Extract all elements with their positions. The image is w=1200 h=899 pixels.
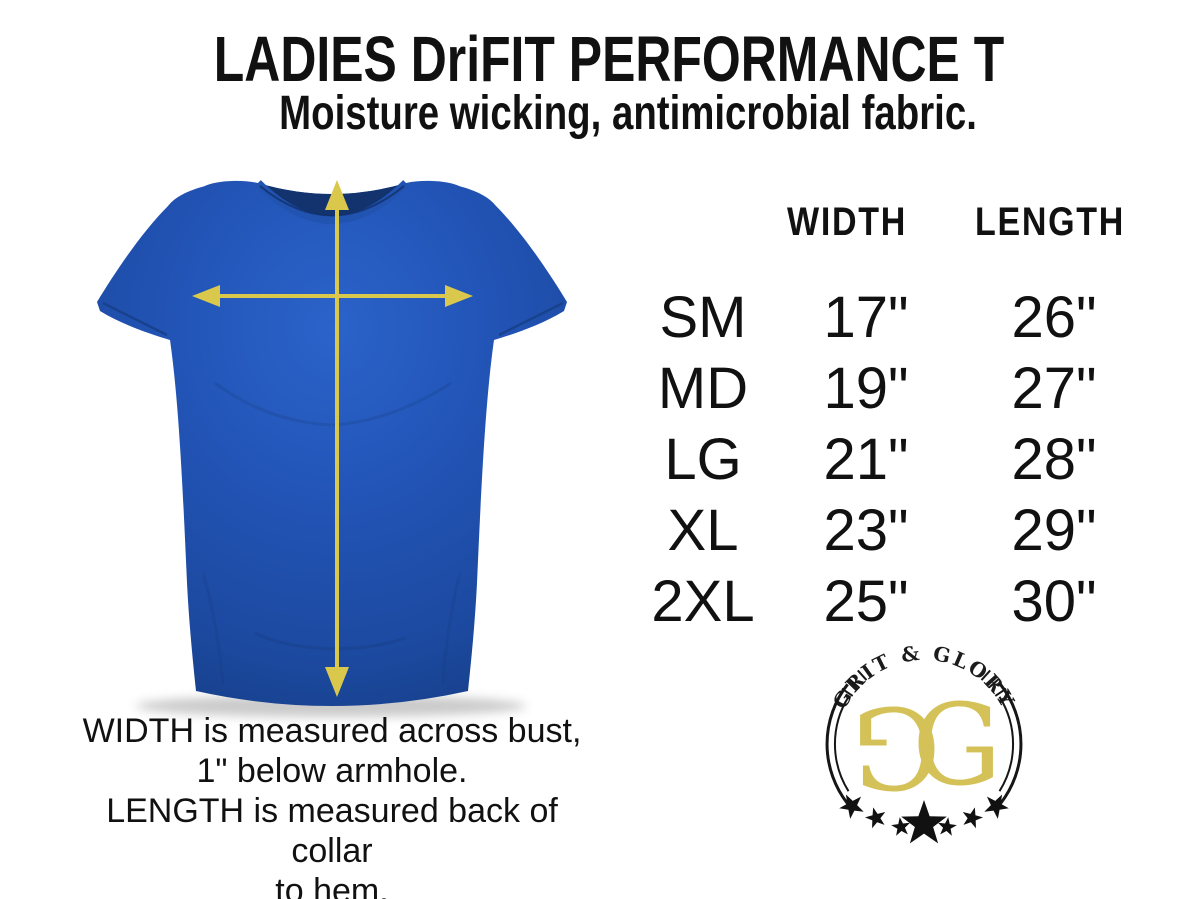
page-subtitle: Moisture wicking, antimicrobial fabric. [279,87,977,140]
tshirt-svg [97,180,567,717]
table-row-xl: XL 23" 29" [0,501,1200,571]
width-value: 25" [823,569,909,634]
length-value: 29" [1011,498,1097,563]
note-line: LENGTH is measured back of collar [106,792,558,870]
width-value: 17" [823,285,909,350]
length-arrow [325,180,349,697]
shirt-collar-stitch [259,185,405,217]
size-label: 2XL [651,569,755,634]
note-line: WIDTH is measured across bust, [82,712,582,750]
brand-logo: GRIT & GLORY G G [812,634,1036,860]
table-row-sm: SM 17" 26" [0,288,1200,358]
length-value: 27" [1011,356,1097,421]
size-label: XL [667,498,739,563]
measurement-arrows [192,180,473,697]
right-sleeve-hem [498,301,564,337]
note-line: 1" below armhole. [196,752,468,790]
logo-tick-marks [841,669,1007,697]
width-arrowhead-left [192,285,220,307]
logo-side-arcs [825,683,1023,805]
page-title: LADIES DriFIT PERFORMANCE T [213,23,1005,95]
gg-monogram: G G [851,681,1001,811]
size-label: LG [664,427,742,492]
length-value: 28" [1011,427,1097,492]
table-row-md: MD 19" 27" [0,359,1200,429]
width-arrow [192,285,473,307]
width-value: 21" [823,427,909,492]
width-value: 23" [823,498,909,563]
note-line: to hem. [275,872,389,899]
length-value: 30" [1011,569,1097,634]
length-arrowhead-up [325,180,349,210]
left-sleeve-hem [102,301,168,337]
fabric-folds [201,381,462,684]
measurement-notes: WIDTH is measured across bust, 1" below … [72,711,592,899]
column-header-length: LENGTH [975,200,1125,244]
size-label: MD [657,356,749,421]
monogram-g-left: G [851,681,940,811]
monogram-g-right: G [912,681,1001,811]
shirt-body [97,180,567,707]
width-arrowhead-right [445,285,473,307]
length-value: 26" [1011,285,1097,350]
tshirt-product-image [55,153,600,728]
table-row-lg: LG 21" 28" [0,430,1200,500]
table-row-2xl: 2XL 25" 30" [0,572,1200,642]
length-arrowhead-down [325,667,349,697]
size-label: SM [659,285,747,350]
width-value: 19" [823,356,909,421]
brand-logo-svg: GRIT & GLORY G G [825,641,1023,844]
shirt-shadow [136,695,526,717]
column-header-width: WIDTH [787,200,907,244]
